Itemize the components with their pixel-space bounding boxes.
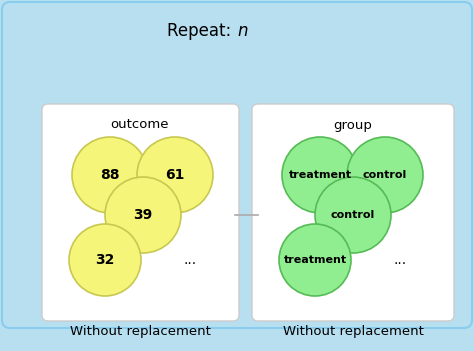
Circle shape — [105, 177, 181, 253]
Circle shape — [282, 137, 358, 213]
FancyBboxPatch shape — [252, 104, 454, 321]
Text: treatment: treatment — [289, 170, 352, 180]
FancyBboxPatch shape — [2, 2, 472, 328]
Text: group: group — [334, 119, 373, 132]
Text: control: control — [331, 210, 375, 220]
Circle shape — [69, 224, 141, 296]
Text: outcome: outcome — [111, 119, 169, 132]
Circle shape — [72, 137, 148, 213]
Text: ...: ... — [183, 253, 197, 267]
Circle shape — [315, 177, 391, 253]
Text: 88: 88 — [100, 168, 120, 182]
Circle shape — [137, 137, 213, 213]
Text: treatment: treatment — [283, 255, 346, 265]
Text: Without replacement: Without replacement — [70, 325, 210, 338]
Text: n: n — [237, 22, 247, 40]
Circle shape — [347, 137, 423, 213]
Text: Without replacement: Without replacement — [283, 325, 423, 338]
Text: ...: ... — [393, 253, 407, 267]
Text: 39: 39 — [133, 208, 153, 222]
FancyBboxPatch shape — [42, 104, 239, 321]
Circle shape — [279, 224, 351, 296]
Text: control: control — [363, 170, 407, 180]
Text: 61: 61 — [165, 168, 185, 182]
Text: Repeat:: Repeat: — [167, 22, 237, 40]
Text: 32: 32 — [95, 253, 115, 267]
